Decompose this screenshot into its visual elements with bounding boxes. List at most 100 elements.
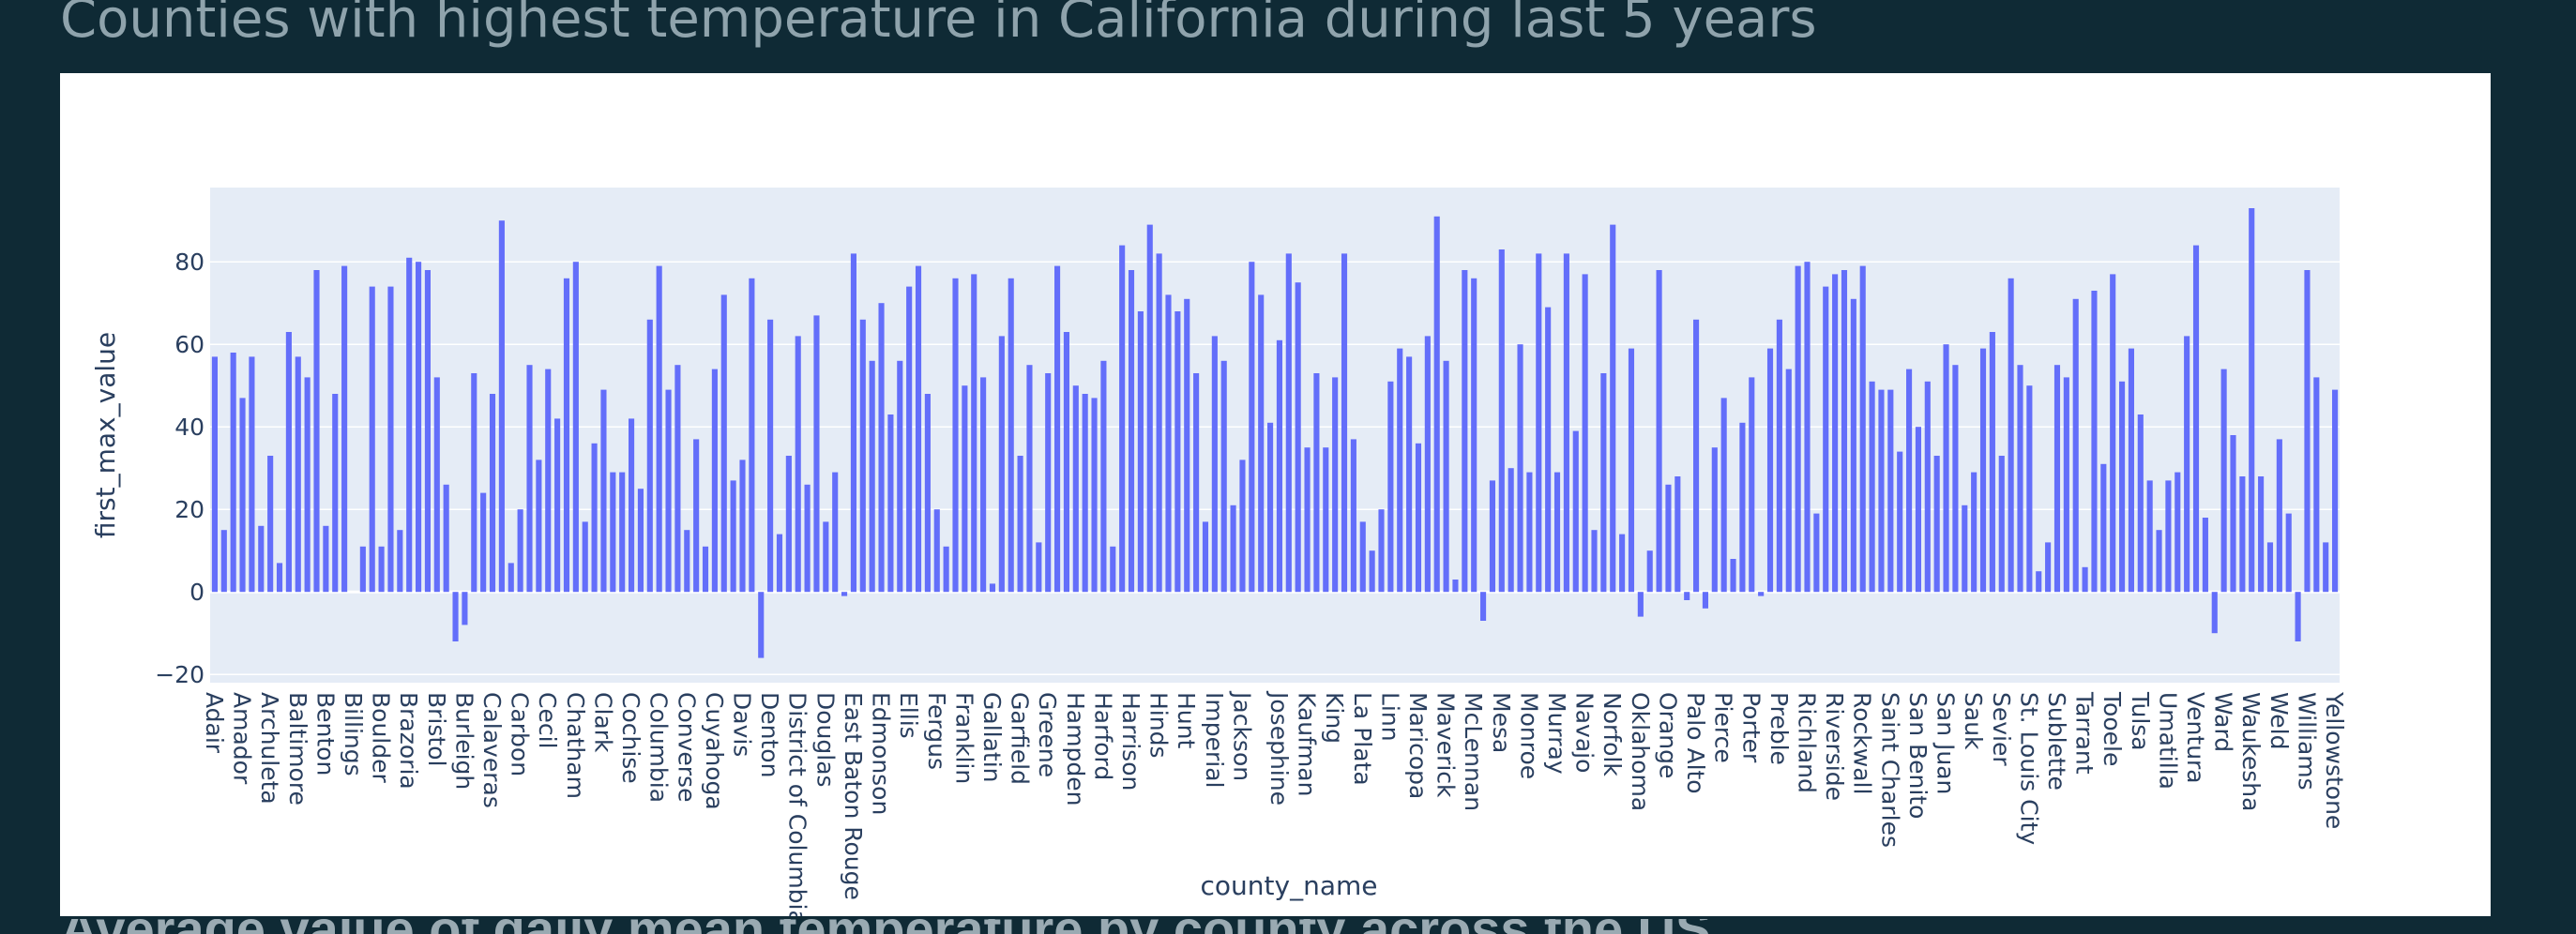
bar[interactable]	[572, 262, 579, 593]
bar[interactable]	[1572, 430, 1579, 593]
bar[interactable]	[1804, 262, 1811, 593]
bar[interactable]	[906, 286, 913, 593]
bar[interactable]	[2192, 245, 2200, 593]
bar[interactable]	[1174, 311, 1181, 593]
bar[interactable]	[554, 418, 561, 593]
bar[interactable]	[1766, 348, 1774, 593]
bar[interactable]	[1017, 456, 1023, 593]
bar[interactable]	[1720, 398, 1727, 593]
bar[interactable]	[2276, 439, 2282, 593]
bar[interactable]	[1424, 336, 1431, 593]
bar[interactable]	[1184, 298, 1190, 593]
bar[interactable]	[813, 315, 820, 593]
bar[interactable]	[1036, 542, 1042, 593]
bar[interactable]	[980, 377, 987, 593]
bar[interactable]	[2211, 592, 2218, 634]
bar[interactable]	[1462, 270, 1468, 593]
bar[interactable]	[2119, 381, 2126, 593]
bar[interactable]	[1933, 456, 1940, 593]
bar[interactable]	[1128, 270, 1135, 593]
bar[interactable]	[1878, 389, 1885, 593]
bar[interactable]	[313, 270, 320, 593]
bar[interactable]	[1072, 385, 1079, 593]
bar[interactable]	[452, 592, 459, 641]
bar[interactable]	[2285, 513, 2292, 593]
bar[interactable]	[684, 530, 690, 593]
bar[interactable]	[1276, 339, 1282, 593]
bar[interactable]	[785, 456, 792, 593]
bar[interactable]	[462, 592, 468, 625]
bar[interactable]	[1850, 298, 1856, 593]
bar[interactable]	[878, 303, 885, 593]
bar[interactable]	[1304, 447, 1311, 593]
bar[interactable]	[1749, 377, 1755, 593]
bar[interactable]	[397, 530, 403, 593]
bar[interactable]	[1646, 550, 1653, 593]
bar[interactable]	[304, 377, 311, 593]
bar[interactable]	[2082, 566, 2088, 593]
bar[interactable]	[2295, 592, 2301, 641]
bar[interactable]	[767, 319, 774, 593]
bar[interactable]	[629, 418, 635, 593]
bar[interactable]	[1193, 373, 1200, 593]
bar[interactable]	[850, 253, 856, 593]
bar[interactable]	[832, 472, 839, 593]
bar[interactable]	[1758, 592, 1765, 596]
bar[interactable]	[2017, 365, 2023, 593]
bar[interactable]	[1045, 373, 1052, 593]
bar[interactable]	[1359, 521, 1366, 593]
bar[interactable]	[1859, 265, 1866, 593]
bar[interactable]	[739, 459, 746, 593]
bar[interactable]	[989, 583, 996, 593]
bar[interactable]	[2091, 291, 2098, 593]
bar[interactable]	[2304, 270, 2311, 593]
bar[interactable]	[2313, 377, 2320, 593]
bar[interactable]	[665, 389, 672, 593]
bar[interactable]	[1628, 348, 1635, 593]
bar[interactable]	[915, 265, 922, 593]
bar[interactable]	[2323, 542, 2329, 593]
bar[interactable]	[332, 394, 339, 593]
bar[interactable]	[1220, 360, 1227, 593]
bar[interactable]	[1906, 369, 1913, 593]
bar[interactable]	[1739, 422, 1746, 593]
bar[interactable]	[591, 443, 598, 593]
bar[interactable]	[1100, 360, 1107, 593]
bar[interactable]	[841, 592, 848, 596]
bar[interactable]	[1776, 319, 1782, 593]
bar[interactable]	[1610, 224, 1616, 593]
bar[interactable]	[1452, 580, 1459, 593]
bar[interactable]	[637, 489, 644, 593]
bar[interactable]	[323, 525, 329, 593]
bar[interactable]	[1110, 546, 1116, 593]
bar[interactable]	[693, 439, 700, 593]
bar[interactable]	[1823, 286, 1829, 593]
bar[interactable]	[406, 257, 413, 593]
bar[interactable]	[1517, 344, 1523, 593]
bar[interactable]	[378, 546, 385, 593]
bar[interactable]	[1202, 521, 1209, 593]
bar[interactable]	[1249, 262, 1255, 593]
bar[interactable]	[1832, 274, 1839, 593]
bar[interactable]	[1267, 422, 1274, 593]
bar[interactable]	[1553, 472, 1561, 593]
bar[interactable]	[387, 286, 394, 593]
bar[interactable]	[1998, 456, 2005, 593]
bar[interactable]	[1924, 381, 1931, 593]
bar[interactable]	[1369, 550, 1375, 593]
bar[interactable]	[508, 563, 514, 593]
bar[interactable]	[1841, 270, 1848, 593]
bar[interactable]	[424, 270, 431, 593]
bar[interactable]	[1526, 472, 1533, 593]
bar[interactable]	[1285, 253, 1292, 593]
bar[interactable]	[2110, 274, 2116, 593]
bar[interactable]	[1582, 274, 1588, 593]
bar[interactable]	[563, 278, 570, 593]
bar[interactable]	[1156, 253, 1162, 593]
bar[interactable]	[369, 286, 375, 593]
bar[interactable]	[1887, 389, 1894, 593]
bar[interactable]	[1211, 336, 1218, 593]
bar[interactable]	[1165, 294, 1172, 593]
bar[interactable]	[1711, 447, 1718, 593]
bar[interactable]	[2008, 278, 2014, 593]
